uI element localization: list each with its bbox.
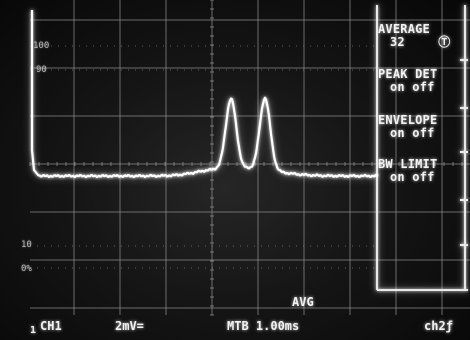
channel-label: CH1 (40, 319, 62, 333)
grid-label-0: 0% (21, 264, 32, 274)
trigger-source: ch2ƒ (424, 319, 453, 333)
average-label: AVERAGE (378, 22, 430, 36)
envelope-state: on off (390, 126, 435, 140)
softkey-average[interactable]: AVERAGE 32 Ⓣ (378, 23, 464, 48)
peak-det-state: on off (390, 80, 435, 94)
ground-marker: 1 (30, 325, 37, 336)
acquisition-mode: AVG (292, 295, 314, 309)
grid-label-90: 90 (36, 65, 47, 75)
envelope-label: ENVELOPE (378, 113, 438, 127)
softkey-menu-frame (376, 5, 468, 291)
grid-label-100: 100 (33, 41, 50, 51)
peak-det-label: PEAK DET (378, 67, 438, 81)
softkey-bw-limit[interactable]: BW LIMIT on off (378, 158, 464, 183)
timebase: MTB 1.00ms (227, 319, 300, 333)
vertical-scale: 2mV= (115, 319, 144, 333)
average-value-row: 32 Ⓣ (378, 36, 464, 48)
softkey-peak-det[interactable]: PEAK DET on off (378, 68, 464, 93)
graticule (29, 0, 470, 316)
average-count: 32 (390, 35, 405, 49)
softkey-envelope[interactable]: ENVELOPE on off (378, 114, 464, 139)
grid-label-10: 10 (21, 240, 32, 250)
waveform-trace (30, 10, 379, 179)
bw-limit-label: BW LIMIT (378, 157, 438, 171)
bw-limit-state: on off (390, 170, 435, 184)
knob-icon: Ⓣ (438, 35, 451, 49)
